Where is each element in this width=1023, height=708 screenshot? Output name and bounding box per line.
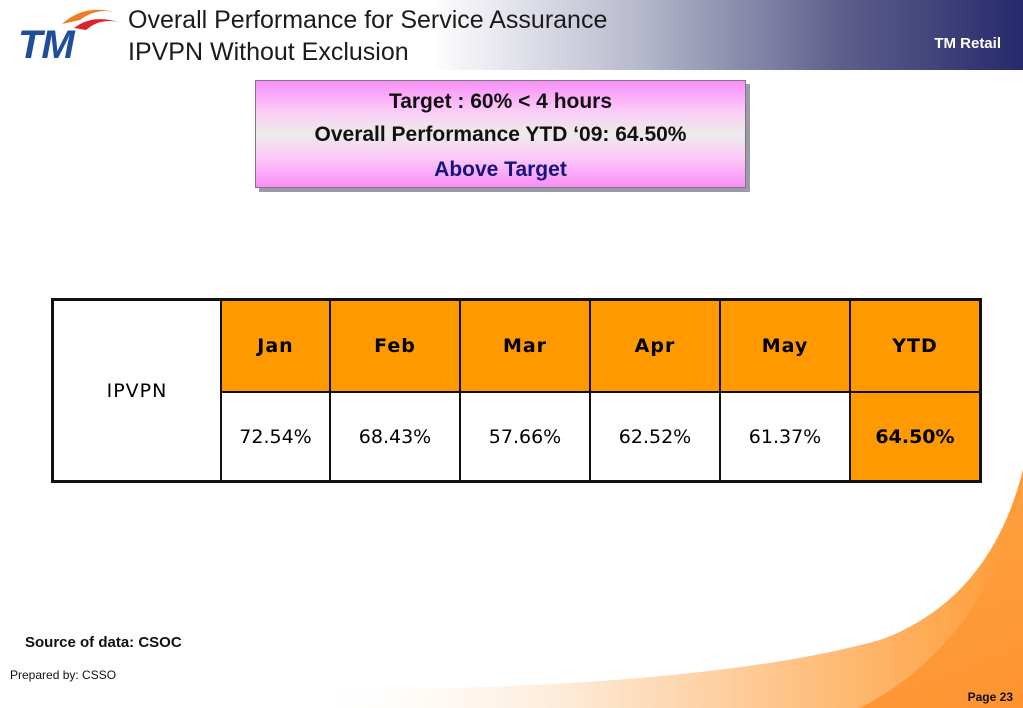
table-cell: 57.66% bbox=[459, 391, 591, 483]
svg-text:TM: TM bbox=[18, 23, 76, 64]
column-header: Mar bbox=[459, 298, 591, 393]
column-header: Feb bbox=[329, 298, 461, 393]
column-header: Jan bbox=[220, 298, 331, 393]
ytd-performance-text: Overall Performance YTD ‘09: 64.50% bbox=[314, 123, 687, 146]
page-number: Page 23 bbox=[967, 690, 1013, 704]
table-cell: 72.54% bbox=[220, 391, 331, 483]
brand-label: TM Retail bbox=[934, 35, 1001, 52]
status-text: Above Target bbox=[434, 158, 567, 181]
target-text: Target : 60% < 4 hours bbox=[388, 90, 613, 113]
column-header: Apr bbox=[589, 298, 721, 393]
table-cell: 68.43% bbox=[329, 391, 461, 483]
table-cell: 61.37% bbox=[719, 391, 851, 483]
column-header: May bbox=[719, 298, 851, 393]
table-value-row: 72.54% 68.43% 57.66% 62.52% 61.37% 64.50… bbox=[53, 391, 982, 483]
table-header-row: IPVPN Jan Feb Mar Apr May YTD bbox=[51, 298, 982, 483]
row-label-cell: IPVPN bbox=[51, 298, 222, 483]
table-cell: 62.52% bbox=[589, 391, 721, 483]
column-header-ytd: YTD bbox=[849, 298, 982, 393]
prepared-by-note: Prepared by: CSSO bbox=[10, 668, 117, 682]
page-title-line1: Overall Performance for Service Assuranc… bbox=[128, 6, 608, 34]
target-summary-box: Target : 60% < 4 hours Overall Performan… bbox=[255, 80, 746, 188]
performance-table: IPVPN Jan Feb Mar Apr May YTD 72.54% 68.… bbox=[51, 298, 982, 483]
table-cell-ytd: 64.50% bbox=[849, 391, 982, 483]
data-source-note: Source of data: CSOC bbox=[25, 634, 182, 651]
header-band: TM Overall Performance for Service Assur… bbox=[0, 0, 1023, 70]
page-title-line2: IPVPN Without Exclusion bbox=[128, 38, 409, 66]
tm-logo: TM bbox=[18, 9, 118, 64]
